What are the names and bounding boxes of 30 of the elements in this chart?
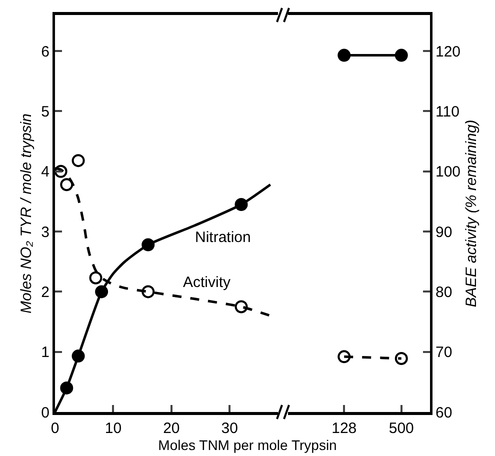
y-tick-label: 3 <box>41 224 50 241</box>
series-label: Activity <box>183 274 232 291</box>
series-label: Nitration <box>195 229 251 246</box>
y2-tick-label: 110 <box>436 103 460 120</box>
y-tick-label: 5 <box>41 103 50 120</box>
y-axis-title: Moles NO₂ TYR / mole trypsin <box>18 114 36 314</box>
y-tick-label: 0 <box>41 404 50 422</box>
y-tick-label: 2 <box>41 284 50 301</box>
x-tick-label: 10 <box>104 420 122 437</box>
y-tick-label: 4 <box>41 164 50 181</box>
y-tick-label: 1 <box>41 344 50 362</box>
point <box>54 164 68 178</box>
point <box>142 285 155 298</box>
x-tick-label: 500 <box>388 420 414 437</box>
y-tick-label: 6 <box>41 43 50 60</box>
point <box>60 178 74 192</box>
point <box>72 154 85 168</box>
point <box>89 271 102 284</box>
x-tick-label: 20 <box>163 420 180 437</box>
y2-tick-label: 120 <box>436 43 461 60</box>
y2-tick-label: 100 <box>436 164 461 181</box>
x-tick-label: 128 <box>332 420 357 437</box>
y2-tick-label: 60 <box>436 404 452 422</box>
x-axis-title: Moles TNM per mole Trypsin <box>157 437 338 453</box>
y2-axis-title: BAEE activity (% remaining) <box>462 120 480 308</box>
point <box>234 300 248 314</box>
y2-tick-label: 90 <box>436 224 452 241</box>
x-tick-label: 30 <box>221 420 238 437</box>
y2-tick-label: 80 <box>436 284 452 301</box>
y2-tick-label: 70 <box>436 344 452 362</box>
